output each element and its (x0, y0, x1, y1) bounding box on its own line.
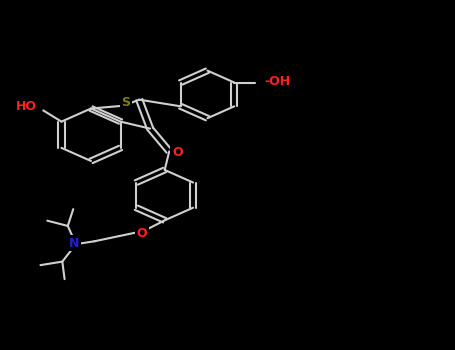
Text: O: O (172, 146, 183, 159)
Text: -OH: -OH (265, 75, 291, 88)
Text: S: S (121, 96, 131, 109)
Text: N: N (69, 237, 79, 250)
Text: HO: HO (15, 100, 36, 113)
Text: O: O (136, 227, 147, 240)
